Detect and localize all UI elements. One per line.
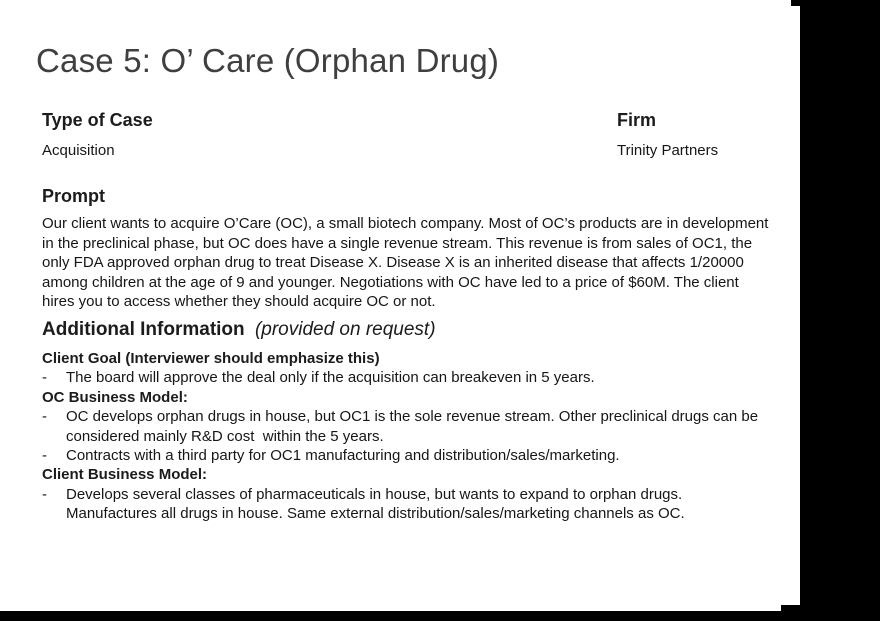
black-backdrop-bottom-step [781, 605, 800, 612]
type-of-case-value: Acquisition [42, 142, 115, 159]
bullet-dash: - [42, 447, 47, 465]
bullet-item: - OC develops orphan drugs in house, but … [0, 407, 790, 446]
black-backdrop-top-notch [791, 0, 800, 6]
additional-info-heading: Additional Information (provided on requ… [42, 319, 436, 341]
black-backdrop-bottom [0, 611, 880, 621]
bullet-dash: - [42, 408, 47, 426]
firm-label: Firm [617, 110, 657, 130]
prompt-paragraph: Our client wants to acquire O’Care (OC),… [42, 215, 769, 310]
prompt-heading: Prompt [42, 186, 105, 206]
bullet-text: Contracts with a third party for OC1 man… [66, 447, 620, 465]
additional-info-heading-italic: (provided on request) [254, 319, 436, 340]
black-backdrop-right [800, 0, 880, 621]
case-document-page: Case 5: O’ Care (Orphan Drug) Type of Ca… [0, 42, 790, 524]
bullet-text: OC develops orphan drugs in house, but O… [66, 408, 763, 445]
type-of-case-label: Type of Case [42, 110, 153, 130]
section-heading: Client Goal (Interviewer should emphasiz… [42, 350, 380, 367]
section-heading: Client Business Model: [42, 466, 208, 484]
bullet-text: The board will approve the deal only if … [66, 369, 595, 387]
bullet-item: - Contracts with a third party for OC1 ma… [0, 446, 790, 465]
bullet-dash: - [42, 369, 47, 387]
bullet-dash: - [42, 485, 47, 503]
firm-block: Firm Trinity Partners [617, 110, 718, 160]
firm-value: Trinity Partners [617, 142, 719, 159]
section-heading: OC Business Model: [42, 388, 188, 406]
page-title: Case 5: O’ Care (Orphan Drug) [36, 42, 500, 79]
additional-info-heading-bold: Additional Information [42, 319, 245, 340]
type-of-case-block: Type of Case Acquisition [42, 110, 153, 160]
additional-sections: Client Goal (Interviewer should emphasiz… [0, 349, 790, 524]
bullet-item: - Develops several classes of pharmaceuti… [0, 485, 790, 524]
bullet-item: - The board will approve the deal only if… [0, 368, 790, 387]
bullet-text: Develops several classes of pharmaceutic… [66, 485, 687, 523]
